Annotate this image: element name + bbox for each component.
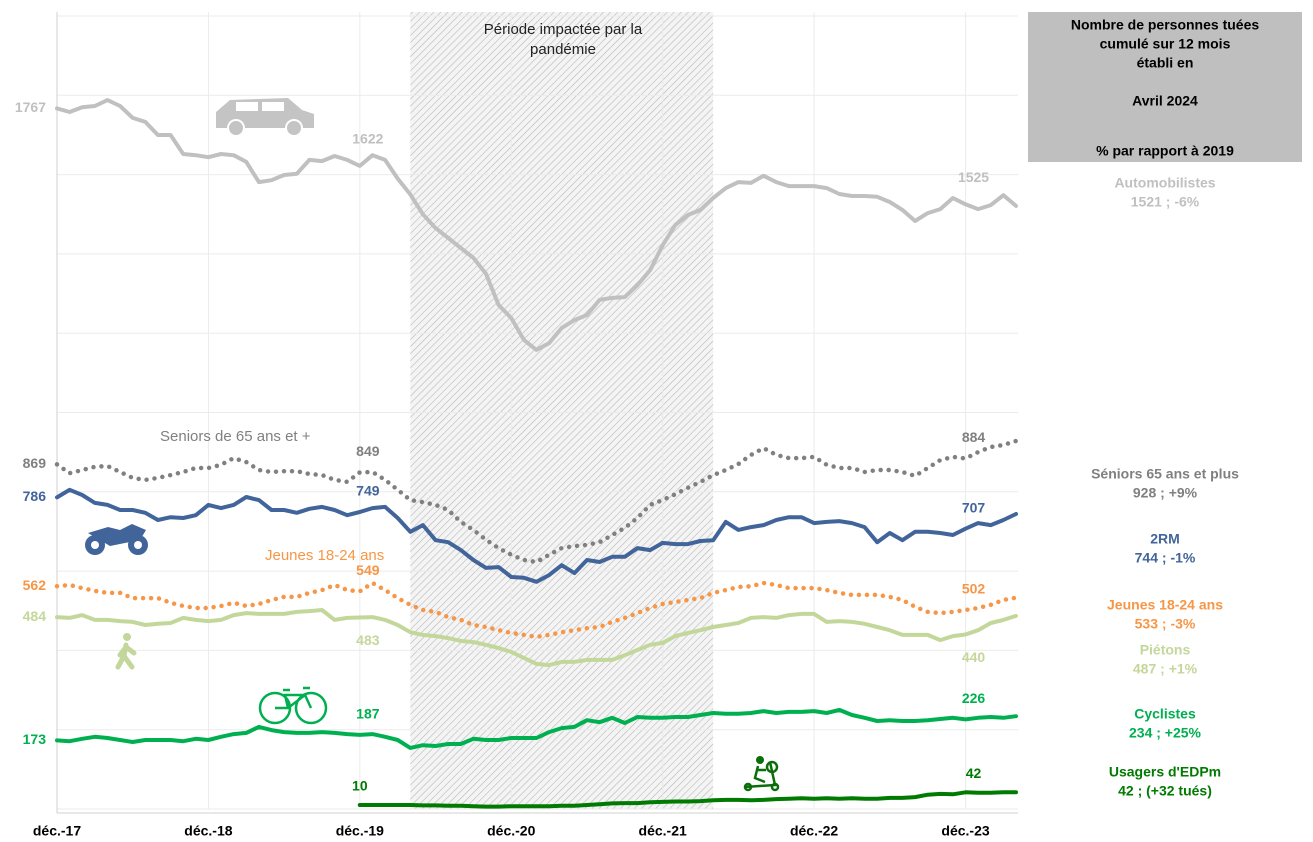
legend-name: Séniors 65 ans et plus [1091, 466, 1239, 482]
legend-summary: 1521 ; -6% [1131, 194, 1200, 210]
series-line [357, 790, 1018, 809]
icons [85, 98, 780, 792]
panel-header-box [1028, 12, 1302, 162]
legend-name: Automobilistes [1114, 175, 1215, 191]
legend-summary: 487 ; +1% [1133, 661, 1198, 677]
series-line [55, 98, 1018, 352]
series-line [55, 487, 1018, 584]
band-label: Période impactée par la [484, 21, 643, 38]
value-label: 1767 [15, 99, 46, 115]
value-label: 10 [352, 778, 368, 794]
x-tick-label: déc.-20 [487, 823, 535, 839]
panel-title: Avril 2024 [1132, 93, 1198, 109]
x-tick-label: déc.-19 [336, 823, 384, 839]
legend-summary: 42 ; (+32 tués) [1118, 783, 1212, 799]
series-line [55, 707, 1018, 750]
background-layer [56, 12, 1018, 814]
value-label: 502 [962, 581, 986, 597]
x-tick-label: déc.-21 [639, 823, 687, 839]
annotation: Jeunes 18-24 ans [265, 547, 384, 564]
series-line [54, 438, 1019, 565]
pandemic-band [410, 12, 714, 809]
legend-name: Jeunes 18-24 ans [1107, 597, 1223, 613]
legend-name: Piétons [1140, 642, 1191, 658]
bicycle-icon [258, 686, 328, 725]
value-label: 173 [23, 731, 47, 747]
annotation: Seniors de 65 ans et + [160, 428, 311, 445]
panel-title: établi en [1137, 55, 1194, 71]
value-label: 484 [23, 608, 47, 624]
motorbike-icon [85, 524, 148, 555]
value-label: 549 [356, 562, 380, 578]
value-label: 1622 [352, 131, 383, 147]
value-label: 749 [356, 483, 380, 499]
legend-summary: 533 ; -3% [1135, 616, 1196, 632]
value-label: 1525 [958, 169, 989, 185]
panel-title: Nombre de personnes tuées [1071, 17, 1259, 33]
x-tick-label: déc.-18 [184, 823, 232, 839]
pedestrian-icon [115, 633, 137, 670]
value-label: 483 [356, 632, 380, 648]
scooter-icon [743, 756, 780, 792]
series-layer [54, 98, 1019, 809]
value-label: 786 [23, 488, 47, 504]
panel-title: % par rapport à 2019 [1096, 143, 1234, 159]
value-label: 869 [23, 455, 47, 471]
value-label: 707 [962, 499, 986, 515]
value-label: 187 [356, 706, 380, 722]
value-label: 42 [966, 765, 982, 781]
x-tick-label: déc.-17 [33, 823, 81, 839]
value-label: 562 [23, 577, 47, 593]
value-label: 226 [962, 690, 986, 706]
legend-name: 2RM [1150, 531, 1180, 547]
value-label: 440 [962, 649, 986, 665]
car-icon [216, 98, 314, 137]
value-label: 884 [962, 429, 986, 445]
band-label: pandémie [530, 41, 596, 58]
panel-title: cumulé sur 12 mois [1100, 36, 1231, 52]
legend-name: Usagers d'EDPm [1109, 764, 1221, 780]
series-line [55, 608, 1018, 668]
value-label: 849 [356, 443, 380, 459]
x-tick-label: déc.-23 [941, 823, 989, 839]
x-tick-label: déc.-22 [790, 823, 838, 839]
legend-summary: 234 ; +25% [1129, 725, 1202, 741]
legend-summary: 928 ; +9% [1133, 485, 1198, 501]
legend-name: Cyclistes [1134, 706, 1196, 722]
legend-summary: 744 ; -1% [1135, 550, 1196, 566]
label-layer: Période impactée par la pandémie Seniors… [15, 12, 1302, 839]
